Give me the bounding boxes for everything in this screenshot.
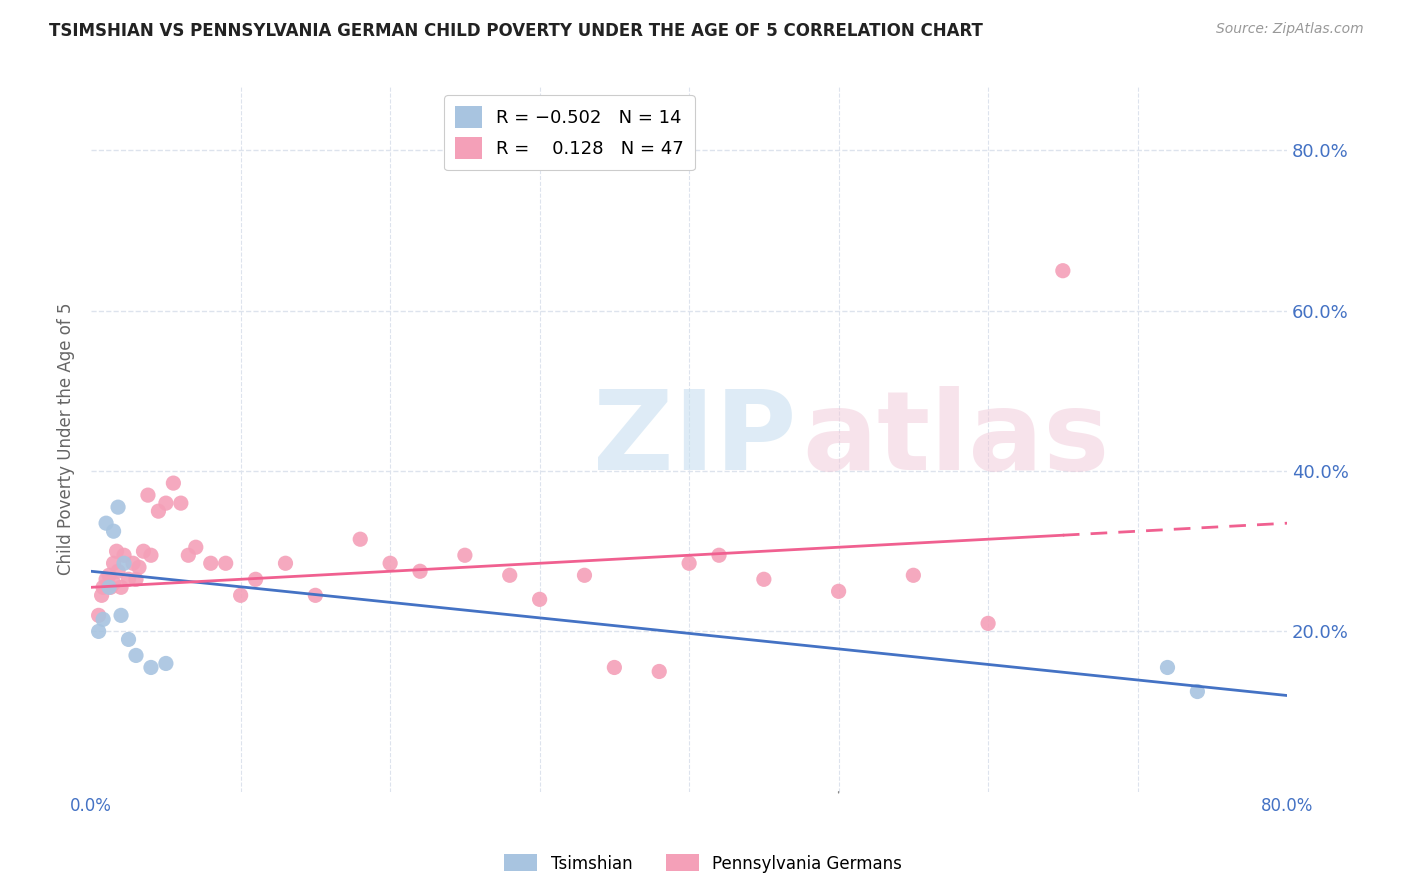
Point — [827, 584, 849, 599]
Point — [110, 580, 132, 594]
Point — [304, 588, 326, 602]
Point — [454, 548, 477, 562]
Point — [128, 560, 150, 574]
Point — [155, 657, 177, 671]
Point — [98, 568, 121, 582]
Point — [117, 632, 139, 647]
Point — [499, 568, 522, 582]
Point — [215, 556, 238, 570]
Legend: R = −0.502   N = 14, R =    0.128   N = 47: R = −0.502 N = 14, R = 0.128 N = 47 — [444, 95, 695, 170]
Point — [648, 665, 671, 679]
Point — [100, 580, 122, 594]
Point — [125, 648, 148, 663]
Point — [349, 533, 371, 547]
Point — [107, 564, 129, 578]
Text: TSIMSHIAN VS PENNSYLVANIA GERMAN CHILD POVERTY UNDER THE AGE OF 5 CORRELATION CH: TSIMSHIAN VS PENNSYLVANIA GERMAN CHILD P… — [49, 22, 983, 40]
Point — [200, 556, 222, 570]
Point — [103, 524, 125, 539]
Point — [117, 572, 139, 586]
Point — [707, 548, 730, 562]
Point — [136, 488, 159, 502]
Point — [170, 496, 193, 510]
Point — [87, 624, 110, 639]
Point — [112, 556, 135, 570]
Point — [91, 612, 114, 626]
Point — [903, 568, 925, 582]
Point — [603, 660, 626, 674]
Text: ZIP: ZIP — [593, 385, 797, 492]
Point — [112, 548, 135, 562]
Point — [678, 556, 700, 570]
Point — [125, 572, 148, 586]
Y-axis label: Child Poverty Under the Age of 5: Child Poverty Under the Age of 5 — [58, 302, 75, 575]
Point — [139, 660, 162, 674]
Point — [91, 580, 114, 594]
Point — [94, 572, 117, 586]
Point — [94, 516, 117, 531]
Point — [107, 500, 129, 515]
Point — [274, 556, 297, 570]
Point — [1156, 660, 1178, 674]
Point — [752, 572, 775, 586]
Point — [977, 616, 1000, 631]
Point — [122, 556, 145, 570]
Point — [574, 568, 596, 582]
Point — [139, 548, 162, 562]
Point — [87, 608, 110, 623]
Point — [177, 548, 200, 562]
Point — [148, 504, 170, 518]
Point — [1187, 684, 1209, 698]
Text: atlas: atlas — [803, 385, 1111, 492]
Legend: Tsimshian, Pennsylvania Germans: Tsimshian, Pennsylvania Germans — [498, 847, 908, 880]
Point — [378, 556, 401, 570]
Point — [103, 576, 125, 591]
Point — [162, 476, 184, 491]
Point — [98, 580, 121, 594]
Point — [529, 592, 551, 607]
Point — [1052, 263, 1074, 277]
Point — [229, 588, 252, 602]
Point — [184, 540, 207, 554]
Point — [90, 588, 112, 602]
Text: Source: ZipAtlas.com: Source: ZipAtlas.com — [1216, 22, 1364, 37]
Point — [110, 608, 132, 623]
Point — [155, 496, 177, 510]
Point — [132, 544, 155, 558]
Point — [105, 544, 128, 558]
Point — [103, 556, 125, 570]
Point — [409, 564, 432, 578]
Point — [245, 572, 267, 586]
